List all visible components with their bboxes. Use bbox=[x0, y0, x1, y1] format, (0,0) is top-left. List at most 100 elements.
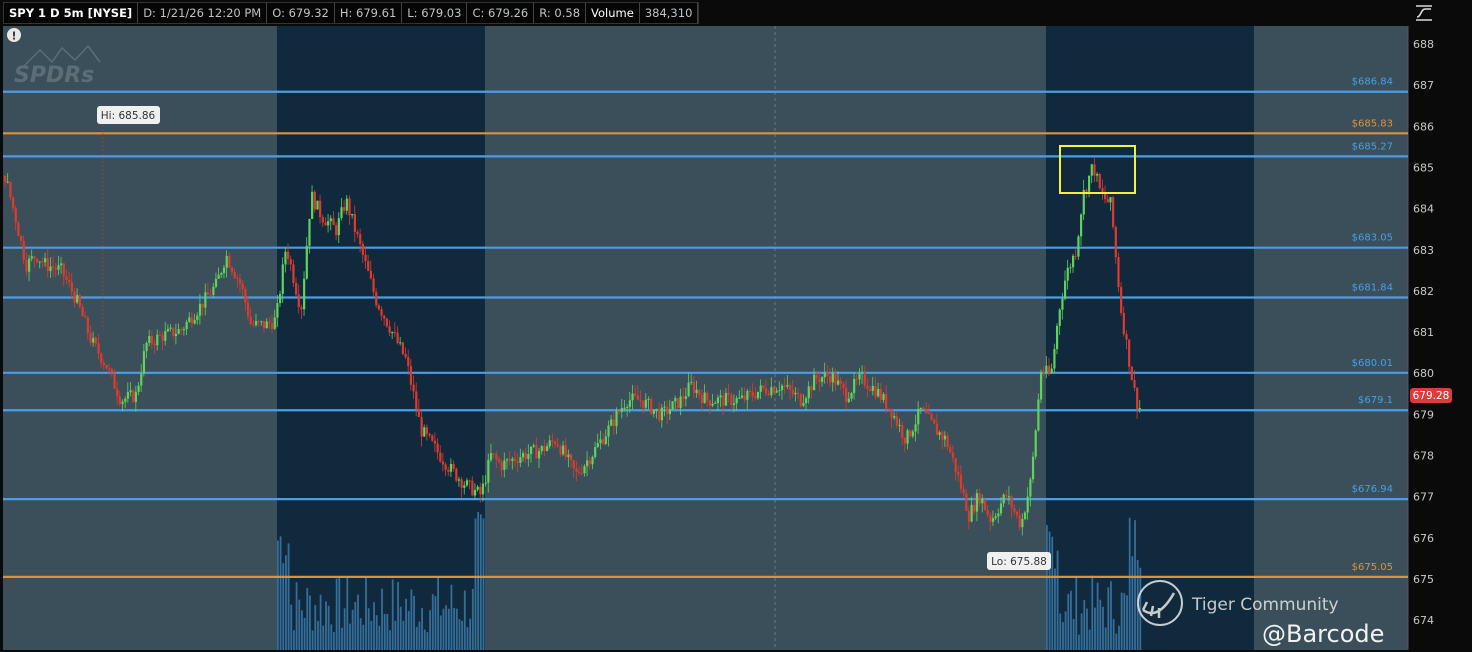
candle bbox=[618, 411, 621, 413]
volume-bar bbox=[434, 596, 437, 650]
candle bbox=[12, 197, 15, 209]
candle bbox=[521, 453, 525, 458]
volume-bar bbox=[341, 627, 343, 650]
candle bbox=[631, 393, 634, 401]
candle bbox=[930, 413, 933, 420]
candle bbox=[1066, 267, 1069, 281]
candle bbox=[417, 408, 421, 417]
candle bbox=[762, 385, 765, 389]
candle bbox=[890, 408, 893, 418]
y-tick-label: 680 bbox=[1413, 367, 1434, 380]
candle bbox=[879, 389, 882, 400]
tiger-community-text: Tiger Community bbox=[1191, 595, 1339, 615]
candle bbox=[1069, 267, 1072, 269]
last-price-label: 679.28 bbox=[1413, 390, 1450, 402]
volume-bar bbox=[343, 608, 346, 650]
candle bbox=[772, 387, 776, 393]
candle bbox=[871, 385, 874, 391]
volume-bar bbox=[309, 595, 311, 650]
candle bbox=[1047, 365, 1051, 373]
low-readout: L: 679.03 bbox=[402, 3, 468, 23]
candle bbox=[185, 322, 188, 330]
candle bbox=[38, 261, 41, 263]
candle bbox=[193, 320, 196, 324]
candle bbox=[612, 419, 615, 427]
candle bbox=[372, 278, 375, 292]
candle bbox=[343, 207, 346, 211]
candle bbox=[54, 268, 57, 270]
candle bbox=[706, 392, 709, 401]
candle bbox=[505, 459, 509, 461]
candle bbox=[1074, 255, 1077, 257]
symbol-label[interactable]: SPY 1 D 5m [NYSE] bbox=[4, 3, 139, 23]
candle bbox=[1136, 387, 1139, 410]
candle bbox=[70, 282, 73, 292]
candle bbox=[863, 372, 866, 386]
candle bbox=[1109, 197, 1112, 203]
volume-bar bbox=[349, 623, 351, 650]
candle bbox=[81, 306, 84, 317]
candle bbox=[623, 407, 626, 409]
price-level-label: $683.05 bbox=[1352, 233, 1393, 244]
candle bbox=[73, 291, 76, 303]
candle bbox=[658, 408, 661, 421]
volume-bar bbox=[429, 610, 431, 650]
volume-bar bbox=[482, 518, 485, 650]
candle bbox=[532, 445, 535, 447]
candle bbox=[644, 399, 647, 408]
barcode-handle: @Barcode bbox=[1262, 620, 1384, 648]
volume-bar bbox=[442, 608, 445, 650]
volume-bar bbox=[1088, 629, 1091, 650]
candle bbox=[1042, 372, 1045, 374]
candle bbox=[639, 399, 642, 401]
candle bbox=[20, 235, 23, 241]
candle bbox=[975, 493, 979, 512]
volume-bar bbox=[362, 624, 365, 650]
candle bbox=[209, 294, 212, 296]
volume-bar bbox=[1115, 633, 1118, 650]
volume-bar bbox=[1062, 622, 1064, 650]
candle bbox=[126, 392, 130, 399]
candle bbox=[393, 332, 397, 334]
candle bbox=[1002, 494, 1005, 504]
volume-bar bbox=[287, 543, 290, 650]
candle bbox=[663, 406, 666, 408]
volume-bar bbox=[1104, 627, 1107, 650]
candle bbox=[861, 372, 864, 374]
candle bbox=[238, 278, 242, 284]
candle bbox=[497, 459, 501, 463]
candle bbox=[839, 380, 842, 384]
candle bbox=[604, 436, 607, 444]
candle bbox=[642, 400, 645, 408]
candle bbox=[97, 343, 100, 354]
candle bbox=[399, 342, 402, 344]
candle bbox=[778, 390, 781, 392]
volume-bar bbox=[1072, 618, 1075, 650]
candle bbox=[129, 390, 132, 393]
candle bbox=[1112, 197, 1115, 228]
candle bbox=[946, 435, 949, 448]
candle bbox=[134, 391, 138, 402]
candle bbox=[855, 378, 858, 380]
close-readout: C: 679.26 bbox=[467, 3, 535, 23]
candle bbox=[1130, 366, 1133, 381]
volume-bar bbox=[1080, 613, 1083, 650]
volume-bar bbox=[399, 606, 402, 650]
date-readout: D: 1/21/26 12:20 PM bbox=[138, 3, 268, 23]
candle bbox=[41, 261, 44, 263]
volume-bar bbox=[479, 514, 482, 650]
scale-settings-icon[interactable] bbox=[1414, 4, 1434, 22]
candle bbox=[359, 234, 362, 244]
candle bbox=[869, 388, 872, 391]
candle bbox=[823, 372, 826, 378]
candle bbox=[1053, 349, 1056, 369]
price-axis-bg bbox=[1408, 26, 1472, 650]
candle bbox=[287, 251, 290, 260]
candle bbox=[548, 440, 551, 447]
candle bbox=[628, 400, 631, 407]
volume-bar bbox=[1075, 577, 1078, 650]
candle bbox=[471, 480, 474, 496]
candle bbox=[391, 332, 394, 334]
candle bbox=[599, 439, 602, 444]
